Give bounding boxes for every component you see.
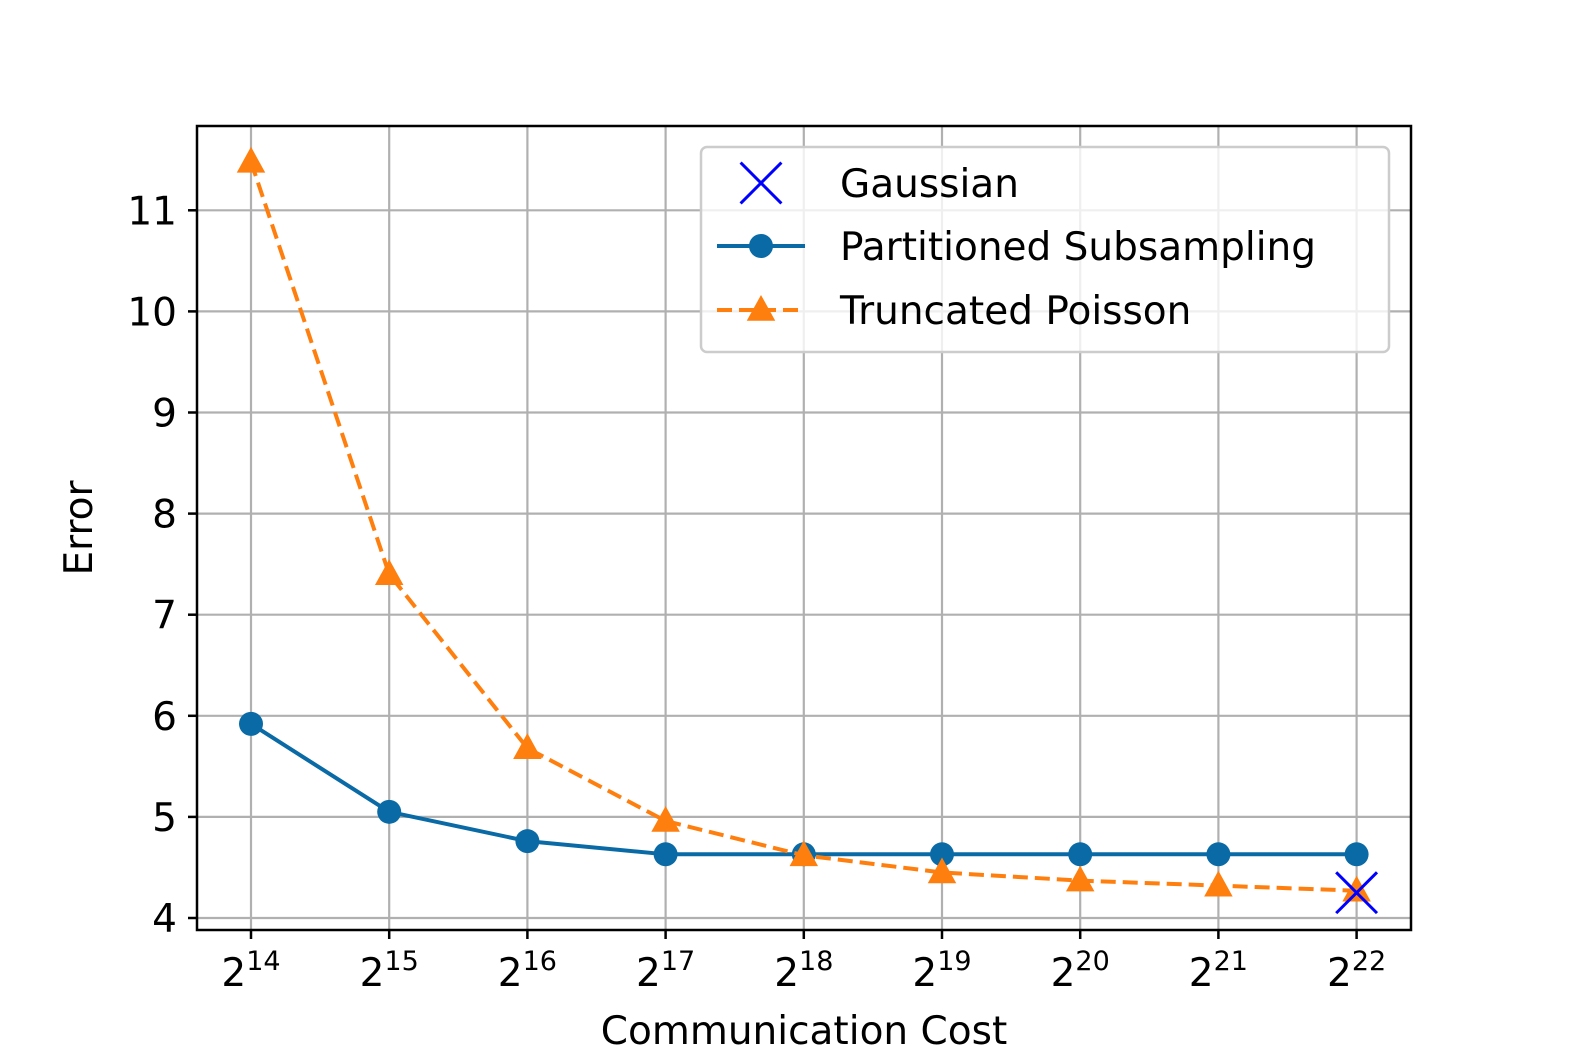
x-tick-base: 2 bbox=[636, 951, 661, 996]
series-gaussian bbox=[1335, 871, 1379, 915]
x-tick-label: 221 bbox=[1189, 946, 1248, 996]
x-tick-base: 2 bbox=[774, 951, 799, 996]
data-point-truncated-poisson bbox=[927, 857, 957, 884]
x-tick-exponent: 17 bbox=[661, 946, 695, 977]
x-tick-base: 2 bbox=[1327, 951, 1352, 996]
x-tick-base: 2 bbox=[1051, 951, 1076, 996]
x-tick-base: 2 bbox=[221, 951, 246, 996]
legend-entry-truncated-poisson: Truncated Poisson bbox=[717, 289, 1191, 334]
x-tick-base: 2 bbox=[912, 951, 937, 996]
x-tick-exponent: 22 bbox=[1352, 946, 1386, 977]
x-marker-stroke bbox=[739, 161, 783, 205]
x-tick-label: 222 bbox=[1327, 946, 1386, 996]
y-axis-label: Error bbox=[57, 480, 102, 576]
data-point-partitioned-subsampling bbox=[1344, 842, 1369, 867]
data-point-truncated-poisson bbox=[651, 805, 680, 832]
data-point-partitioned-subsampling bbox=[515, 829, 540, 854]
x-axis-label: Communication Cost bbox=[601, 1009, 1008, 1052]
legend-entry-partitioned-subsampling: Partitioned Subsampling bbox=[717, 225, 1316, 270]
plot-series bbox=[236, 146, 1379, 915]
data-point-partitioned-subsampling bbox=[930, 842, 954, 867]
y-tick-label: 10 bbox=[127, 290, 177, 335]
legend: Gaussian Partitioned Subsampling Truncated… bbox=[699, 145, 1391, 354]
y-tick-label: 7 bbox=[152, 594, 177, 639]
legend-marker bbox=[749, 234, 773, 258]
x-tick-label: 220 bbox=[1051, 946, 1110, 996]
data-point-truncated-poisson bbox=[1065, 865, 1095, 892]
legend-label: Partitioned Subsampling bbox=[840, 225, 1316, 270]
x-tick-label: 219 bbox=[912, 946, 971, 996]
data-point-partitioned-subsampling bbox=[1206, 842, 1231, 867]
x-tick-label: 217 bbox=[636, 946, 695, 996]
x-tick-label: 218 bbox=[774, 946, 833, 996]
series-truncated-poisson bbox=[236, 146, 1371, 902]
data-point-truncated-poisson bbox=[789, 840, 819, 867]
x-tick-exponent: 15 bbox=[384, 946, 418, 977]
data-point-truncated-poisson bbox=[1204, 870, 1233, 897]
legend-entry-gaussian: Gaussian bbox=[739, 161, 1019, 207]
y-tick-label: 4 bbox=[152, 897, 177, 942]
x-tick-label: 214 bbox=[221, 946, 280, 996]
x-tick-exponent: 14 bbox=[246, 946, 280, 977]
data-point-partitioned-subsampling bbox=[653, 842, 678, 867]
data-point-partitioned-subsampling bbox=[1068, 842, 1093, 867]
x-tick-base: 2 bbox=[1189, 951, 1214, 996]
x-tick-base: 2 bbox=[360, 951, 385, 996]
data-point-truncated-poisson bbox=[374, 559, 404, 586]
x-tick-exponent: 20 bbox=[1075, 946, 1109, 977]
data-point-truncated-poisson bbox=[236, 146, 266, 173]
x-tick-label: 216 bbox=[498, 946, 557, 996]
legend-marker bbox=[746, 295, 776, 321]
x-tick-exponent: 19 bbox=[937, 946, 971, 977]
x-tick-base: 2 bbox=[498, 951, 523, 996]
legend-label: Gaussian bbox=[840, 162, 1019, 207]
y-tick-label: 5 bbox=[152, 796, 177, 841]
data-point-partitioned-subsampling bbox=[239, 711, 263, 736]
data-point-truncated-poisson bbox=[513, 733, 542, 759]
legend-label: Truncated Poisson bbox=[839, 289, 1191, 334]
data-point-gaussian bbox=[1335, 871, 1379, 915]
x-marker-stroke bbox=[1335, 871, 1379, 915]
x-tick-label: 215 bbox=[360, 946, 419, 996]
x-tick-exponent: 18 bbox=[799, 946, 833, 977]
y-tick-label: 8 bbox=[152, 493, 177, 538]
data-point-partitioned-subsampling bbox=[377, 799, 402, 824]
x-tick-exponent: 16 bbox=[523, 946, 557, 977]
y-tick-label: 9 bbox=[152, 392, 177, 437]
y-tick-label: 11 bbox=[127, 189, 177, 234]
data-point-truncated-poisson bbox=[1342, 875, 1371, 902]
y-tick-label: 6 bbox=[152, 695, 177, 740]
x-tick-exponent: 21 bbox=[1214, 946, 1248, 977]
legend-box bbox=[699, 145, 1391, 354]
legend-marker bbox=[739, 161, 783, 205]
